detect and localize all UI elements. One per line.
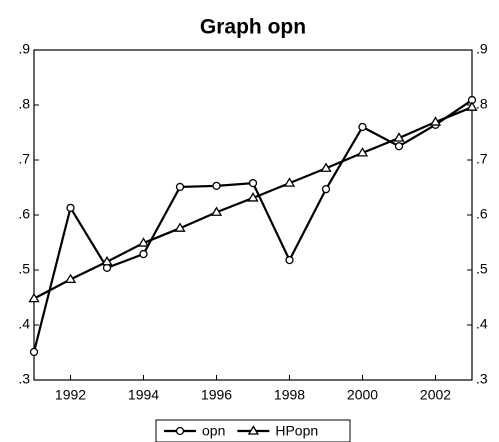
y-tick-label: .6	[18, 206, 30, 222]
y2-tick-label: .5	[476, 261, 488, 277]
point	[139, 249, 148, 259]
plot-frame	[33, 49, 473, 381]
point	[66, 203, 75, 213]
x-tick-label: 1996	[201, 387, 232, 403]
point	[137, 237, 150, 247]
series-line	[33, 106, 473, 300]
series-line	[32, 99, 473, 353]
y2-tick-label: .9	[476, 41, 488, 57]
point	[175, 182, 185, 192]
y2-tick-label: .8	[476, 96, 488, 112]
point	[174, 222, 186, 232]
legend-label: opn	[202, 423, 225, 439]
x-tick-label: 1998	[274, 387, 305, 403]
point	[320, 162, 332, 172]
point	[358, 122, 367, 132]
y-tick-label: .7	[18, 151, 30, 167]
point	[356, 147, 369, 157]
point	[285, 255, 294, 265]
legend-marker	[247, 425, 260, 435]
legend-label: HPopn	[275, 423, 318, 439]
point	[64, 273, 77, 283]
legend-marker	[175, 426, 185, 436]
point	[466, 101, 478, 111]
point	[283, 177, 296, 187]
x-tick-label: 2000	[347, 387, 378, 403]
y-tick-label: .3	[18, 371, 30, 387]
point	[429, 116, 442, 126]
x-tick-label: 1994	[128, 387, 159, 403]
chart-title: Graph opn	[200, 16, 306, 39]
x-tick-label: 1992	[55, 387, 86, 403]
y-tick-label: .8	[18, 96, 30, 112]
point	[247, 192, 259, 202]
point	[28, 292, 40, 303]
point	[393, 132, 405, 142]
y2-tick-label: .6	[476, 206, 488, 222]
point	[212, 181, 221, 191]
y2-tick-label: .7	[476, 151, 488, 167]
x-tick-label: 2002	[420, 387, 451, 403]
y-tick-label: .4	[18, 316, 30, 332]
point	[394, 142, 404, 151]
point	[248, 178, 258, 188]
point	[321, 184, 331, 194]
y2-tick-label: .3	[476, 371, 488, 387]
point	[210, 206, 223, 216]
y2-tick-label: .4	[476, 316, 488, 332]
point	[29, 347, 39, 357]
y-tick-label: .9	[18, 41, 30, 57]
point	[101, 255, 113, 266]
y-tick-label: .5	[18, 261, 30, 277]
